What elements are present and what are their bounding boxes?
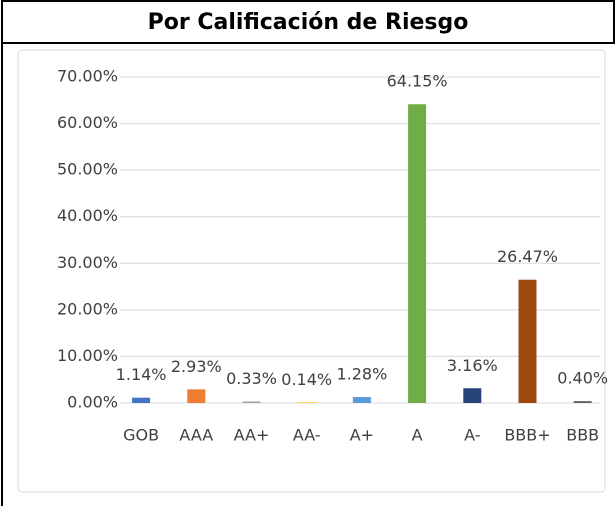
bar [352,397,371,403]
x-tick-label: A- [464,426,480,445]
x-tick-label: A [412,426,423,445]
x-tick-label: BBB+ [504,426,550,445]
bar [187,389,206,403]
x-tick-label: AAA [179,426,213,445]
plot-frame [17,49,606,493]
data-label: 0.14% [281,370,332,389]
bar [573,401,592,403]
bar [132,397,151,403]
x-tick-label: GOB [123,426,159,445]
y-tick-label: 40.00% [57,206,118,225]
data-label: 0.40% [557,369,608,388]
data-label: 3.16% [447,356,498,375]
y-tick-label: 30.00% [57,253,118,272]
y-tick-label: 0.00% [67,393,118,412]
y-tick-label: 10.00% [57,346,118,365]
y-tick-label: 70.00% [57,67,118,86]
x-tick-label: AA- [293,426,321,445]
y-tick-label: 20.00% [57,299,118,318]
data-label: 26.47% [497,247,558,266]
bar [242,401,261,403]
bar [297,402,316,403]
x-tick-label: A+ [350,426,374,445]
data-label: 1.14% [116,365,167,384]
data-label: 1.28% [336,365,387,384]
x-tick-label: AA+ [234,426,270,445]
chart-title: Por Calificación de Riesgo [148,10,469,35]
title-box [1,0,615,44]
y-tick-label: 50.00% [57,160,118,179]
bar [408,104,427,403]
y-tick-label: 60.00% [57,113,118,132]
data-label: 64.15% [387,72,448,91]
data-label: 0.33% [226,369,277,388]
x-tick-label: BBB [566,426,599,445]
bar [463,388,482,403]
bar [518,279,537,403]
data-label: 2.93% [171,357,222,376]
